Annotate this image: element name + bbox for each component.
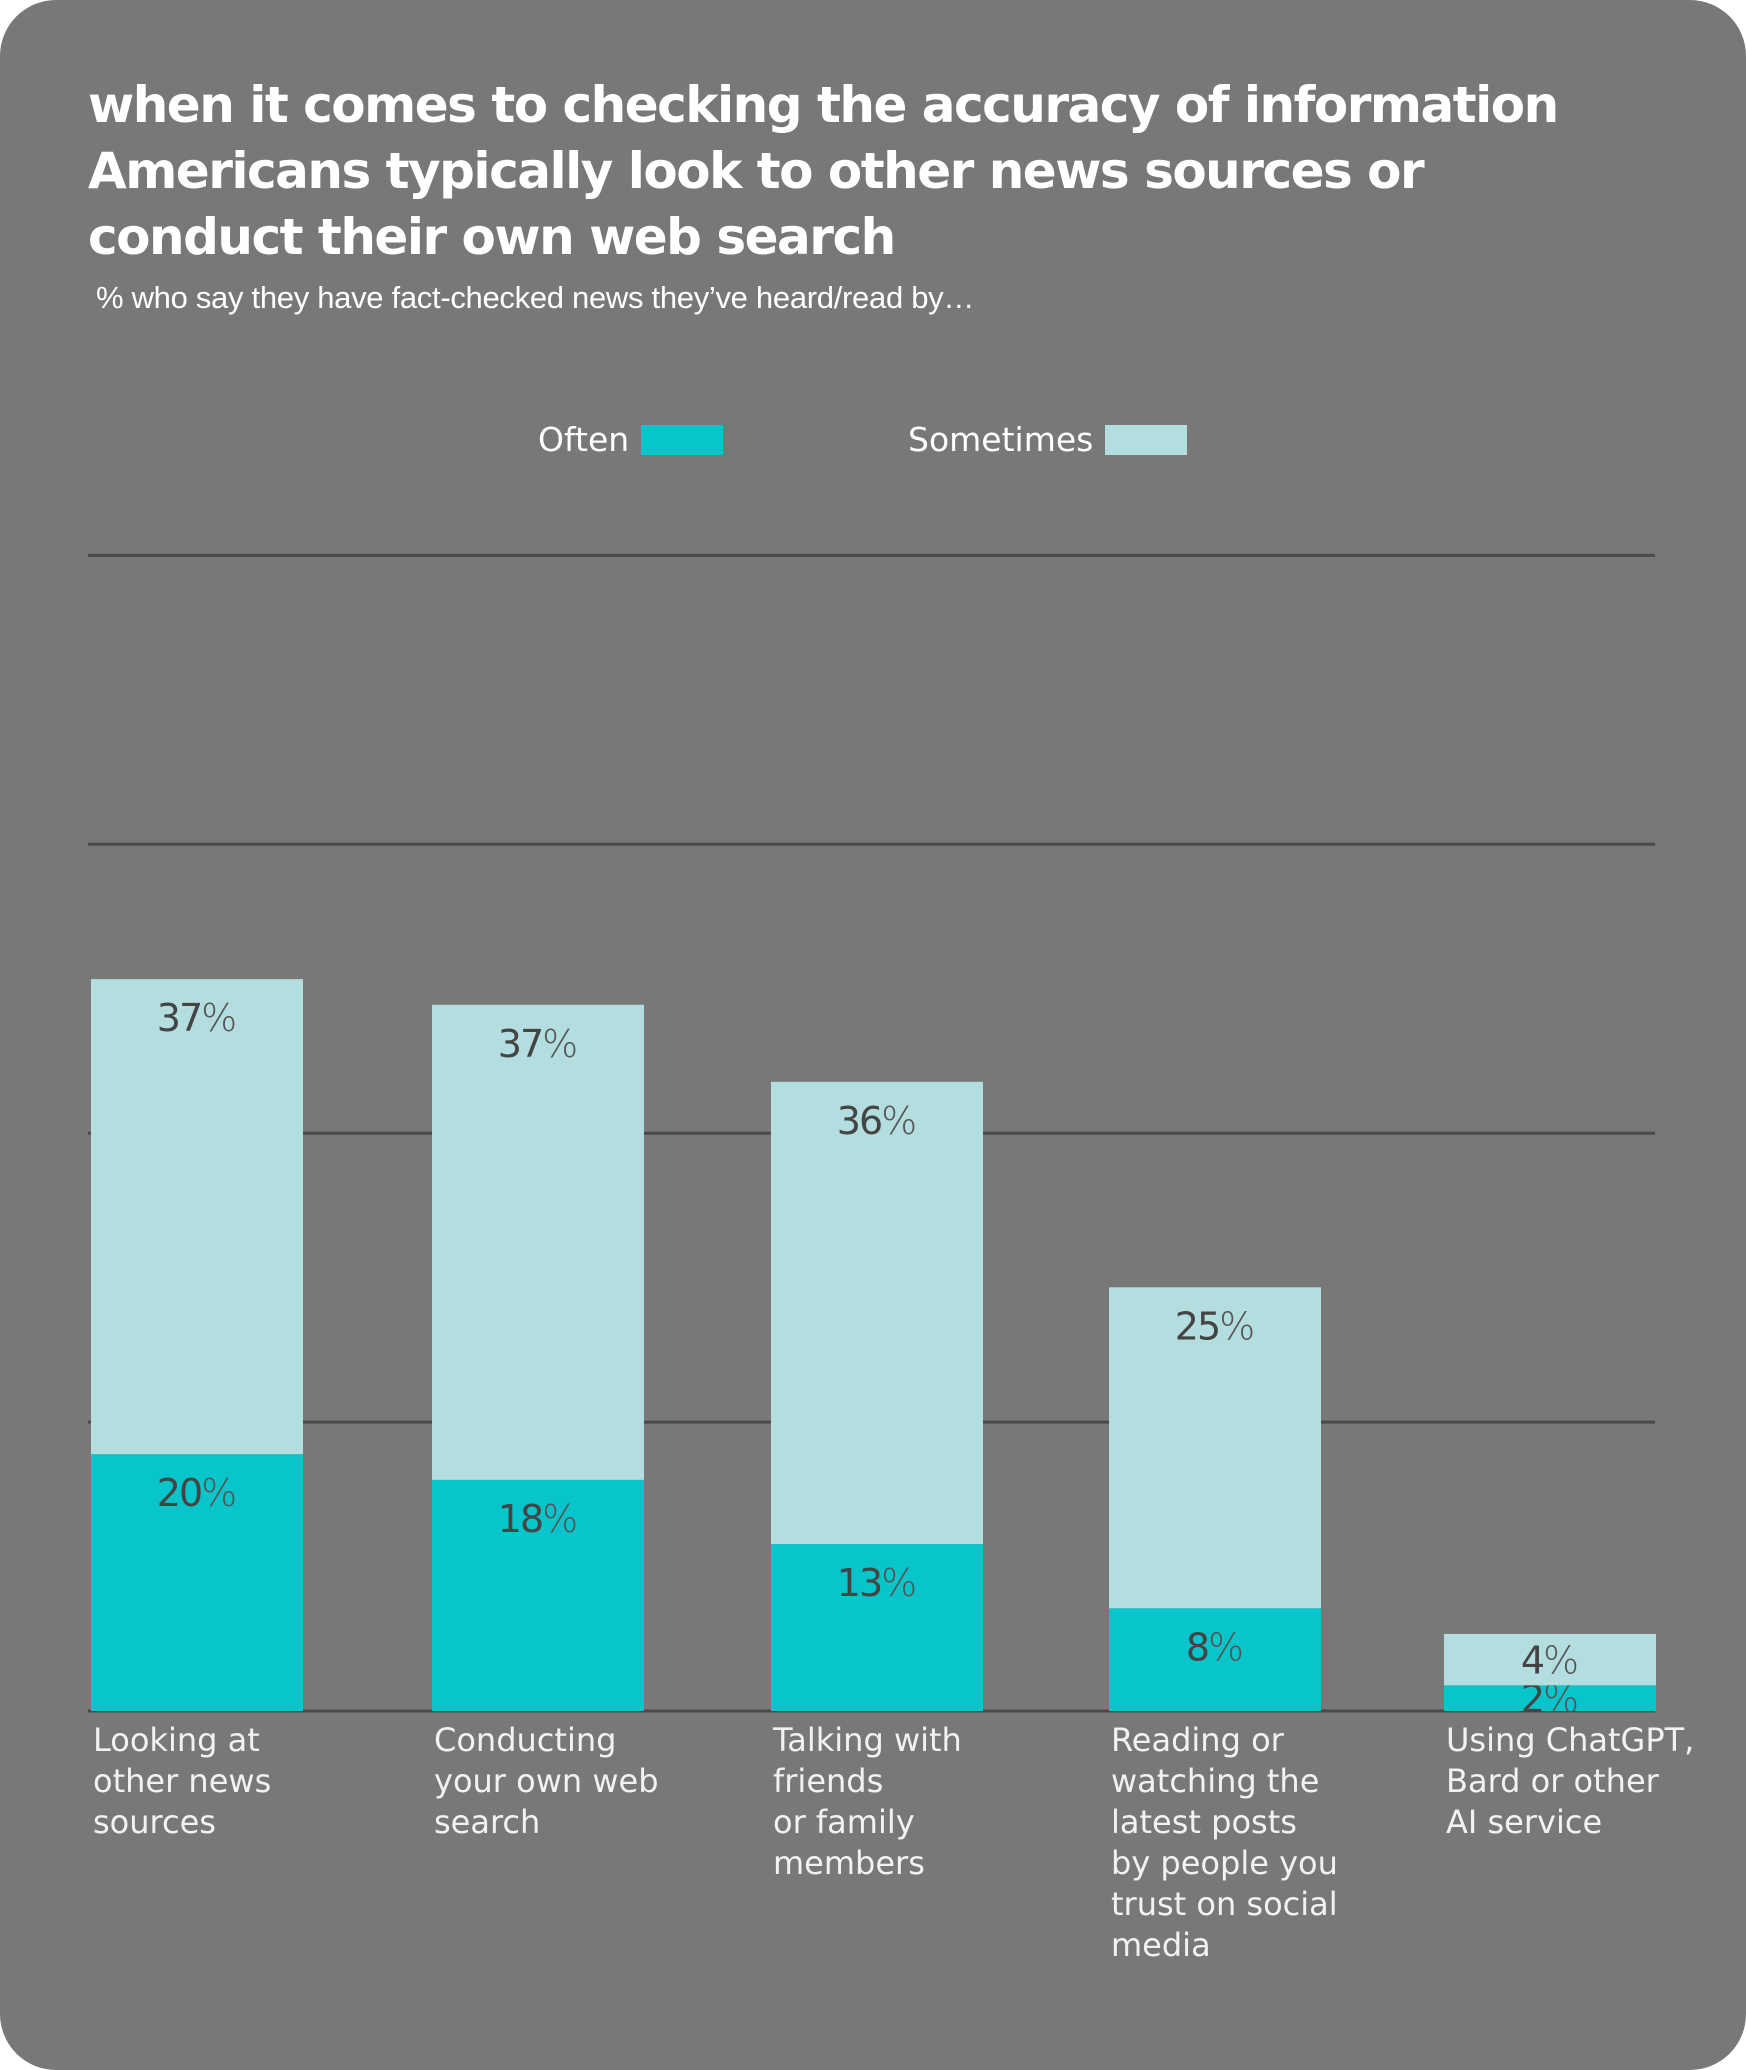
bar-sometimes-4 [1444, 1633, 1656, 1686]
value-label-sometimes-3: 25% [1175, 1304, 1255, 1348]
legend-swatch-sometimes [1105, 424, 1188, 455]
bar-often-2 [771, 1544, 983, 1711]
bar-often-4 [1444, 1685, 1656, 1711]
value-label-often-1: 18% [498, 1497, 578, 1541]
bar-often-1 [432, 1479, 644, 1711]
legend-label-sometimes: Sometimes [908, 420, 1094, 459]
legend-label-often: Often [538, 420, 630, 459]
category-label-0: Looking at other news sources [93, 1721, 272, 1841]
bar-sometimes-1 [432, 1004, 644, 1480]
category-label-3: Reading or watching the latest posts by … [1111, 1721, 1338, 1964]
legend-item-sometimes: Sometimes [908, 420, 1188, 459]
legend-swatch-often [641, 424, 724, 455]
value-label-sometimes-4: 4% [1521, 1639, 1579, 1683]
value-label-sometimes-1: 37% [498, 1022, 578, 1066]
chart-subtitle: % who say they have fact-checked news th… [96, 280, 975, 315]
category-label-1: Conducting your own web search [434, 1721, 659, 1841]
value-label-often-0: 20% [157, 1471, 237, 1515]
value-label-sometimes-2: 36% [837, 1099, 917, 1143]
bar-sometimes-0 [91, 979, 303, 1455]
chart-title: when it comes to checking the accuracy o… [88, 76, 1559, 266]
category-label-4: Using ChatGPT, Bard or other AI service [1446, 1721, 1695, 1841]
category-label-2: Talking with friends or family members [773, 1721, 962, 1882]
bar-often-3 [1109, 1608, 1321, 1711]
value-label-often-2: 13% [837, 1561, 917, 1605]
bar-often-0 [91, 1454, 303, 1711]
legend-item-often: Often [538, 420, 724, 459]
value-label-sometimes-0: 37% [157, 996, 237, 1040]
bar-sometimes-3 [1109, 1287, 1321, 1609]
bar-sometimes-2 [771, 1081, 983, 1545]
value-label-often-3: 8% [1186, 1625, 1244, 1669]
